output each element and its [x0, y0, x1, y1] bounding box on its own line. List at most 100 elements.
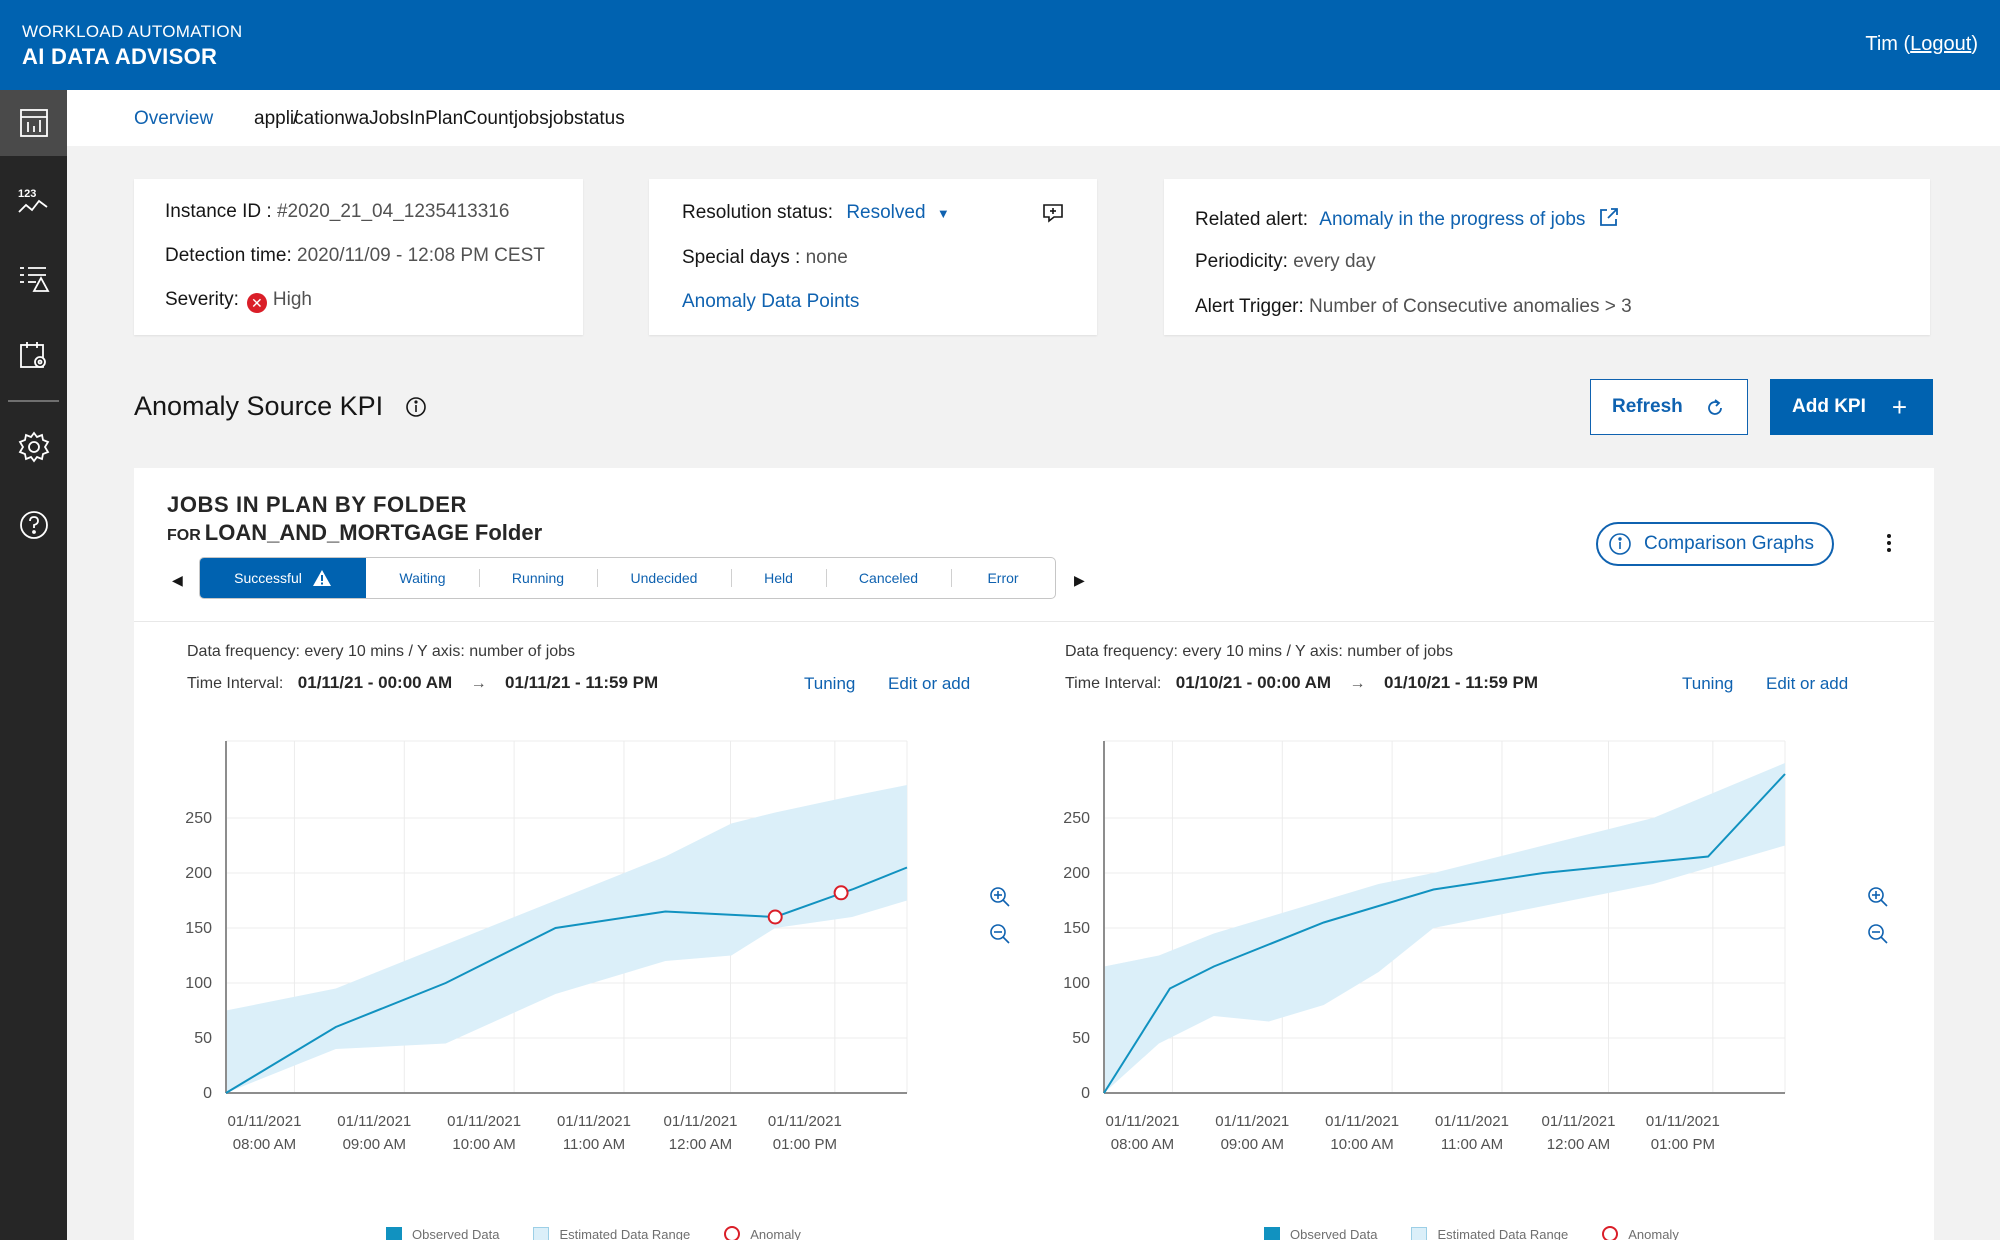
external-link-icon[interactable] [1599, 207, 1619, 227]
tab-waiting[interactable]: Waiting [366, 558, 479, 598]
breadcrumb-overview-link[interactable]: Overview [134, 108, 214, 129]
x-tick-date: 01/11/2021 [768, 1113, 842, 1130]
legend-range: Estimated Data Range [533, 1227, 690, 1240]
panel-title: JOBS IN PLAN BY FOLDER [167, 492, 468, 517]
left-navigation: 123 [0, 90, 67, 1240]
special-days-value: none [805, 247, 848, 268]
breadcrumb-separator: / [293, 108, 299, 129]
y-tick-label: 0 [203, 1085, 212, 1102]
resolution-value: Resolved [846, 202, 926, 223]
chart-2-tuning-link[interactable]: Tuning [1682, 674, 1734, 693]
resolution-dropdown[interactable]: Resolved ▼ [846, 202, 949, 223]
chart-2: 0 50 100 150 200 250 01/11/2021 08:00 AM 01/11/2… [1063, 740, 1786, 1153]
tab-undecided[interactable]: Undecided [597, 558, 731, 598]
help-icon [19, 511, 48, 539]
observed-data-line [1103, 773, 1786, 1094]
estimated-range-band [1104, 763, 1785, 1093]
y-tick-label: 50 [194, 1030, 212, 1047]
nav-calendar[interactable] [0, 323, 67, 389]
interval-start: 01/11/21 - 00:00 AM [297, 673, 453, 692]
chart-1-tuning-link[interactable]: Tuning [804, 674, 856, 693]
panel-divider [134, 621, 1934, 622]
tab-running[interactable]: Running [479, 558, 597, 598]
chart-2-interval: Time Interval: 01/10/21 - 00:00 AM → 01/… [1065, 673, 1538, 693]
kpi-panel: JOBS IN PLAN BY FOLDER FOR LOAN_AND_MORTG… [134, 468, 1934, 1240]
range-swatch [533, 1227, 550, 1240]
x-tick-time: 01:00 PM [1651, 1136, 1715, 1153]
interval-end: 01/10/21 - 11:59 PM [1383, 673, 1539, 692]
nav-kpi[interactable]: 123 [0, 168, 67, 234]
legend-anomaly: Anomaly [1602, 1226, 1679, 1240]
info-icon [1609, 533, 1631, 555]
related-alert-link[interactable]: Anomaly in the progress of jobs [1319, 209, 1586, 230]
chart-2-zoom-in-icon[interactable] [1867, 886, 1889, 908]
chart-1-zoom-out-icon[interactable] [989, 923, 1011, 945]
status-tabs: Successful Waiting Running Undecided Held Can… [199, 557, 1056, 599]
tab-label: Successful [234, 570, 302, 586]
app-name: AI DATA ADVISOR [22, 44, 218, 69]
tab-successful[interactable]: Successful [200, 558, 366, 598]
folder-name: LOAN_AND_MORTGAGE Folder [204, 520, 543, 545]
y-tick-label: 0 [1081, 1085, 1090, 1102]
observed-swatch [386, 1227, 402, 1240]
for-label: FOR [167, 527, 201, 544]
observed-swatch [1264, 1227, 1280, 1240]
y-tick-label: 250 [185, 810, 212, 827]
nav-alerts[interactable] [0, 246, 67, 312]
nav-settings[interactable] [0, 414, 67, 480]
add-kpi-button[interactable]: Add KPI + [1770, 379, 1933, 435]
refresh-icon [1708, 399, 1722, 415]
nav-divider [8, 400, 59, 402]
x-tick-time: 08:00 AM [1111, 1136, 1174, 1153]
x-tick-date: 01/11/2021 [447, 1113, 521, 1130]
resolution-row: Resolution status: Resolved ▼ [682, 202, 950, 224]
refresh-button[interactable]: Refresh [1590, 379, 1748, 435]
resolution-card: Resolution status: Resolved ▼ Special da… [649, 179, 1097, 335]
x-tick-time: 09:00 AM [1221, 1136, 1284, 1153]
detection-row: Detection time: 2020/11/09 - 12:08 PM CE… [165, 245, 545, 267]
chart-2-edit-link[interactable]: Edit or add [1766, 674, 1849, 693]
special-days-row: Special days : none [682, 247, 848, 269]
section-title: Anomaly Source KPI [134, 391, 384, 421]
breadcrumb: Overview / applicationwaJobsInPlanCountj… [67, 90, 2000, 146]
chart-2-zoom-out-icon[interactable] [1867, 923, 1889, 945]
tabs-scroll-left-icon[interactable]: ◀ [172, 572, 183, 588]
kpi-trend-icon: 123 [18, 188, 48, 213]
y-tick-label: 100 [185, 975, 212, 992]
x-tick-time: 09:00 AM [343, 1136, 406, 1153]
legend-range: Estimated Data Range [1411, 1227, 1568, 1240]
nav-help[interactable] [0, 492, 67, 558]
nav-dashboard[interactable] [0, 90, 67, 156]
interval-end: 01/11/21 - 11:59 PM [505, 673, 659, 692]
tab-error[interactable]: Error [951, 558, 1055, 598]
tabs-scroll-right-icon[interactable]: ▶ [1074, 572, 1085, 588]
y-tick-label: 250 [1063, 810, 1090, 827]
chart-2-legend: Observed Data Estimated Data Range Anoma… [1264, 1226, 1713, 1240]
chart-1-edit-link[interactable]: Edit or add [888, 674, 971, 693]
legend-range-label: Estimated Data Range [559, 1226, 691, 1240]
tab-held[interactable]: Held [731, 558, 826, 598]
periodicity-row: Periodicity: every day [1195, 251, 1376, 273]
instance-id-label: Instance ID : [165, 201, 272, 222]
tab-label: Waiting [399, 570, 446, 586]
tab-canceled[interactable]: Canceled [826, 558, 951, 598]
legend-observed-label: Observed Data [1290, 1226, 1378, 1240]
calendar-settings-icon [19, 342, 46, 368]
periodicity-label: Periodicity: [1195, 251, 1288, 272]
tab-label: Held [764, 570, 793, 586]
overflow-menu-icon[interactable] [1885, 532, 1893, 554]
comment-add-icon[interactable] [1042, 202, 1064, 224]
anomaly-marker [833, 885, 849, 901]
anomaly-data-points-link[interactable]: Anomaly Data Points [682, 291, 860, 312]
periodicity-value: every day [1293, 251, 1376, 272]
logout-link[interactable]: Logout [1910, 33, 1972, 55]
comparison-graphs-button[interactable]: Comparison Graphs [1596, 522, 1834, 566]
chart-1-legend: Observed Data Estimated Data Range Anoma… [386, 1226, 835, 1240]
detection-label: Detection time: [165, 245, 292, 266]
info-icon[interactable] [405, 396, 427, 418]
legend-anomaly-label: Anomaly [1628, 1226, 1679, 1240]
product-eyebrow: WORKLOAD AUTOMATION [22, 22, 243, 41]
estimated-range-band [226, 785, 907, 1093]
alert-trigger-label: Alert Trigger: [1195, 296, 1304, 317]
chart-1-zoom-in-icon[interactable] [989, 886, 1011, 908]
